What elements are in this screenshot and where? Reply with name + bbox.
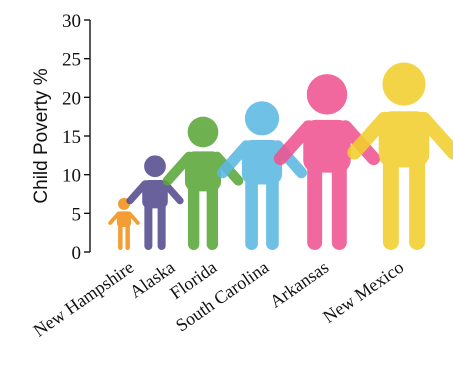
category-label: Arkansas	[266, 257, 332, 312]
y-tick-label: 0	[72, 243, 82, 264]
category-label: New Hampshire	[30, 257, 138, 341]
figures	[108, 62, 453, 251]
y-ticks: 0 5 10 15 20 25 30	[62, 11, 90, 264]
figure-mark	[108, 197, 140, 250]
y-tick-label: 15	[62, 127, 81, 148]
category-label: New Mexico	[319, 257, 407, 327]
y-tick-label: 20	[62, 88, 81, 109]
figure-mark	[347, 62, 453, 251]
y-tick-label: 25	[62, 50, 81, 71]
y-tick-label: 5	[72, 204, 82, 225]
figure-mark	[216, 101, 308, 250]
category-label: Alaska	[126, 257, 178, 302]
y-tick-label: 30	[62, 11, 81, 32]
figure-mark	[162, 116, 244, 250]
figure-mark	[126, 155, 184, 251]
y-axis-label: Child Poverty %	[31, 68, 52, 203]
figure-mark	[273, 74, 381, 251]
y-tick-label: 10	[62, 166, 81, 187]
